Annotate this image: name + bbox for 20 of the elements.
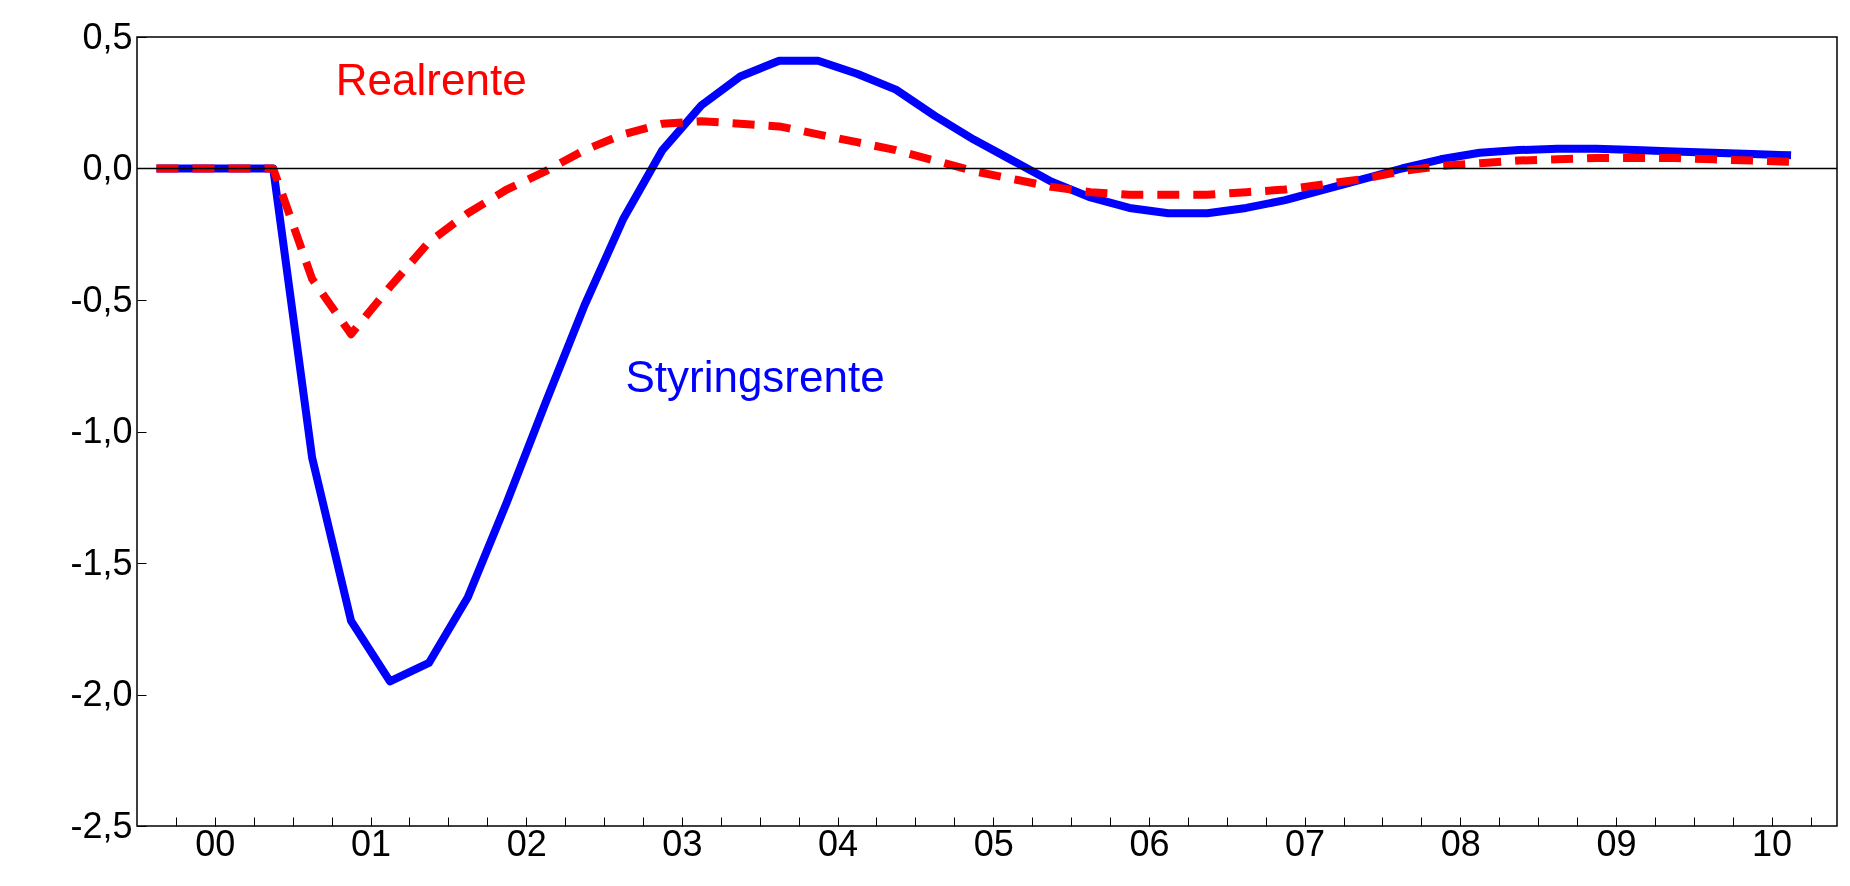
- x-tick-label: 09: [1596, 822, 1637, 864]
- x-tick-label: 06: [1129, 822, 1170, 864]
- y-tick-label: -2,0: [70, 673, 133, 714]
- y-tick-label: -2,5: [70, 804, 133, 846]
- x-tick-label: 01: [350, 822, 392, 864]
- y-tick-label: 0,0: [82, 147, 133, 188]
- x-tick-label: 03: [662, 822, 703, 864]
- x-tick-label: 08: [1440, 822, 1481, 864]
- series-label: Styringsrente: [625, 351, 885, 401]
- x-tick-label: 05: [973, 822, 1014, 864]
- x-tick-label: 10: [1752, 822, 1793, 864]
- y-tick-label: -0,5: [70, 278, 133, 320]
- y-tick-label: -1,5: [70, 541, 133, 583]
- x-tick-label: 07: [1285, 822, 1326, 864]
- y-tick-label: 0,5: [82, 15, 133, 57]
- x-tick-label: 00: [195, 822, 236, 864]
- x-tick-label: 02: [506, 822, 547, 864]
- x-tick-label: 04: [818, 822, 859, 864]
- y-tick-label: -1,0: [70, 410, 133, 451]
- series-label: Realrente: [335, 54, 527, 104]
